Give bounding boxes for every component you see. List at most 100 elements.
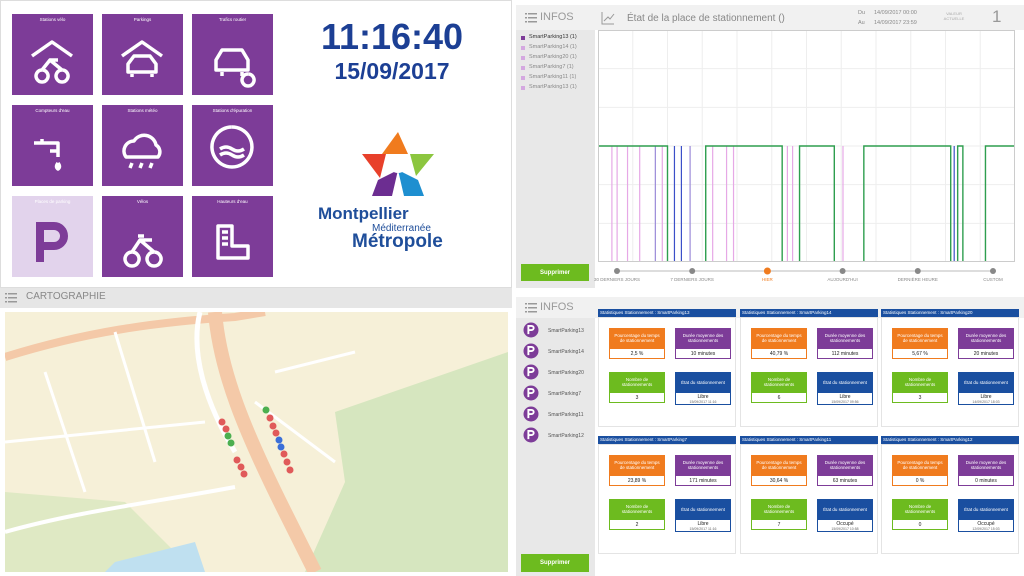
tile[interactable]: Stations vélo [12, 14, 93, 95]
timeline-dot [614, 268, 620, 274]
stat-value: Libre 15/09/2017 09:56 [817, 392, 873, 405]
infos-list [516, 30, 595, 288]
range-label: Du [858, 10, 866, 16]
timeline-dot [990, 268, 996, 274]
stat-value: 6 [751, 392, 807, 403]
card [881, 444, 1019, 554]
timeline-label[interactable]: 7 DERNIERS JOURS [670, 277, 714, 282]
logo-text: Montpellier [318, 204, 409, 223]
card-title: Statistiques Stationnement : SmartParkin… [881, 436, 1019, 444]
tile-label: Stations d'épuration [212, 108, 253, 113]
list-marker [521, 66, 525, 70]
menu-icon [525, 303, 537, 313]
icon-shape [30, 40, 74, 84]
stat-value: 3 [609, 392, 665, 403]
tile[interactable]: Compteurs d'eau [12, 105, 93, 186]
section-title: INFOS [540, 11, 574, 23]
menu-bar [8, 293, 17, 295]
card-title: Statistiques Stationnement : SmartParkin… [740, 436, 878, 444]
plot-frame [598, 30, 1015, 262]
list-item[interactable]: SmartParking11 [548, 412, 584, 418]
list-item[interactable]: SmartParking13 [548, 328, 584, 334]
list-item[interactable]: SmartParking14 (1) [529, 44, 577, 50]
range-value: 14/09/2017 00:00 [874, 10, 917, 16]
menu-bar [525, 21, 527, 23]
stat-value: 2,5 % [609, 348, 665, 359]
stat-value-date: 15/09/2017 11:16 [689, 400, 717, 404]
stat-value-text: 112 minutes [831, 351, 859, 357]
stat-value-text: 171 minutes [689, 478, 717, 484]
tile-icon [216, 224, 250, 260]
stat-value-text: 2,5 % [630, 351, 644, 357]
tile-label: Vélos [136, 199, 149, 204]
icon-shape [123, 234, 163, 268]
timeline-dot [839, 268, 846, 274]
tile-icon [214, 48, 256, 88]
tile-icon [30, 40, 74, 84]
list-marker [521, 56, 525, 60]
list-item[interactable]: SmartParking7 [548, 391, 582, 397]
stat-value: 2 [609, 519, 665, 530]
stat-label: Pourcentage du temps de stationnement [609, 328, 665, 348]
stat-value: Occupé 15/09/2017 10:58 [817, 519, 873, 532]
timeline-label[interactable]: HIER [762, 277, 773, 282]
tile[interactable]: Places de parking [12, 196, 93, 277]
stat-value: 30,64 % [751, 475, 807, 486]
stat-label: État du stationnement [958, 499, 1014, 519]
menu-bar [528, 307, 537, 309]
menu-bar [528, 311, 537, 313]
menu-bar [525, 17, 527, 19]
timeline-dot [914, 268, 921, 274]
infos-list [516, 318, 595, 576]
tile-label: Stations météo [127, 108, 158, 113]
timeline-label[interactable]: 30 DERNIERS JOURS [593, 277, 640, 282]
list-item[interactable]: SmartParking13 (1) [529, 34, 577, 40]
tile-label: Parkings [133, 17, 152, 22]
parking-icons [523, 322, 539, 443]
logo-star [362, 132, 434, 196]
list-item[interactable]: SmartParking13 (1) [529, 84, 577, 90]
delete-button[interactable]: Supprimer [521, 554, 589, 572]
stat-label: Durée moyenne des stationnements [817, 455, 873, 475]
clock-date: 15/09/2017 [334, 58, 450, 84]
stat-value: Occupé 12/09/2017 15:03 [958, 519, 1014, 532]
list-item[interactable]: SmartParking12 [548, 433, 584, 439]
tile[interactable]: Vélos [102, 196, 183, 277]
timeline-label[interactable]: DERNIÈRE HEURE [897, 277, 938, 282]
menu-bar [525, 303, 527, 305]
card-title: Statistiques Stationnement : SmartParkin… [740, 309, 878, 317]
tile[interactable]: Trafics routier [192, 14, 273, 95]
tile[interactable]: Stations météo [102, 105, 183, 186]
tile[interactable]: Stations d'épuration [192, 105, 273, 186]
list-item[interactable]: SmartParking7 (1) [529, 64, 574, 70]
list-item[interactable]: SmartParking11 (1) [529, 74, 577, 80]
menu-bar [528, 21, 537, 23]
infos-header [516, 5, 1024, 30]
list-item[interactable]: SmartParking20 [548, 370, 584, 376]
parking-glyph [36, 222, 68, 262]
stat-value-text: 30,64 % [769, 478, 789, 484]
stat-value: 0 minutes [958, 475, 1014, 486]
stat-value-text: Occupé [977, 521, 995, 527]
stat-label: Nombre de stationnements [892, 499, 948, 519]
star-part [362, 154, 386, 178]
stat-label: Durée moyenne des stationnements [675, 328, 731, 348]
tile[interactable]: Hauteurs d'eau [192, 196, 273, 277]
stat-label: Pourcentage du temps de stationnement [892, 455, 948, 475]
menu-icon [5, 293, 17, 303]
stat-value: 0 [892, 519, 948, 530]
current-label: VALEUR ACTUELLE [943, 11, 965, 21]
chart-icon [601, 12, 615, 25]
timeline-label[interactable]: AUJOURD'HUI [827, 277, 858, 282]
list-item[interactable]: SmartParking14 [548, 349, 584, 355]
tile[interactable]: Parkings [102, 14, 183, 95]
timeline-label[interactable]: CUSTOM [983, 277, 1003, 282]
icon-shape [34, 139, 62, 171]
list-item[interactable]: SmartParking20 (1) [529, 54, 577, 60]
menu-bar [528, 17, 537, 19]
delete-button[interactable]: Supprimer [521, 264, 589, 281]
stat-value-text: 7 [777, 522, 781, 528]
p-glyph [527, 429, 535, 440]
stat-label: Nombre de stationnements [609, 499, 665, 519]
stat-label: Nombre de stationnements [751, 499, 807, 519]
